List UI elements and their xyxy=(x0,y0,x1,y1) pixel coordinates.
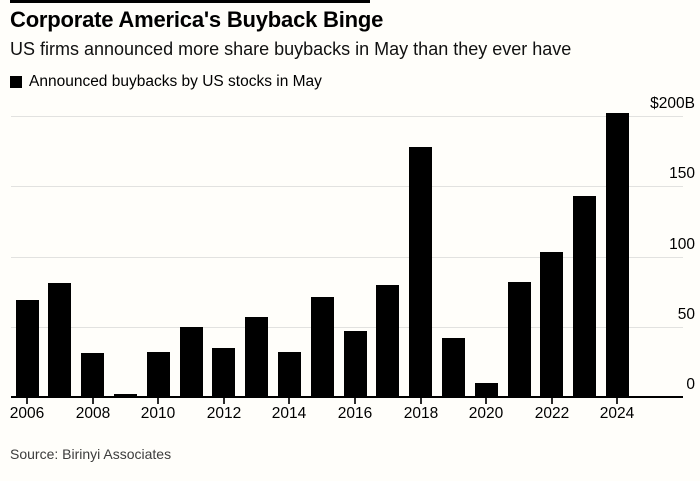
chart-subtitle: US firms announced more share buybacks i… xyxy=(10,39,572,59)
x-axis-tick-2012 xyxy=(223,398,225,404)
bar-2015 xyxy=(311,297,334,397)
bar-2007 xyxy=(48,283,71,397)
bar-2006 xyxy=(16,300,39,397)
x-axis-line xyxy=(11,396,683,398)
x-axis-tick-2024 xyxy=(616,398,618,404)
x-axis-label-2024: 2024 xyxy=(599,405,635,422)
bar-2011 xyxy=(180,327,203,397)
bar-2008 xyxy=(81,353,104,397)
y-axis-label-50: 50 xyxy=(677,306,695,323)
source-text: Source: Birinyi Associates xyxy=(10,446,172,462)
bar-2009 xyxy=(114,394,137,397)
top-rule xyxy=(10,0,370,3)
x-axis-label-2006: 2006 xyxy=(9,405,45,422)
x-axis-tick-2016 xyxy=(354,398,356,404)
x-axis-tick-2022 xyxy=(551,398,553,404)
y-axis-label-0: 0 xyxy=(686,376,695,393)
gridline-100 xyxy=(11,257,683,258)
bar-2022 xyxy=(540,252,563,397)
bar-2016 xyxy=(344,331,367,397)
x-axis-label-2014: 2014 xyxy=(271,405,307,422)
x-axis-label-2010: 2010 xyxy=(140,405,176,422)
y-axis-label-100: 100 xyxy=(669,236,695,253)
bar-2012 xyxy=(212,348,235,397)
gridline-50 xyxy=(11,327,683,328)
x-axis-tick-2018 xyxy=(420,398,422,404)
x-axis-label-2016: 2016 xyxy=(337,405,373,422)
bar-2018 xyxy=(409,147,432,397)
bar-2024 xyxy=(606,113,629,397)
x-axis-label-2022: 2022 xyxy=(534,405,570,422)
x-axis-label-2008: 2008 xyxy=(75,405,111,422)
bar-2014 xyxy=(278,352,301,397)
x-axis-label-2018: 2018 xyxy=(403,405,439,422)
bar-2023 xyxy=(573,196,596,397)
legend-label: Announced buybacks by US stocks in May xyxy=(29,73,322,90)
legend-swatch-icon xyxy=(10,76,22,88)
gridline-200 xyxy=(11,116,683,117)
gridline-150 xyxy=(11,186,683,187)
bar-2017 xyxy=(376,285,399,397)
x-axis-tick-2020 xyxy=(485,398,487,404)
bar-2010 xyxy=(147,352,170,397)
y-axis-label-200: $200B xyxy=(650,95,695,112)
x-axis-tick-2010 xyxy=(157,398,159,404)
bar-2019 xyxy=(442,338,465,397)
x-axis-label-2012: 2012 xyxy=(206,405,242,422)
bar-2013 xyxy=(245,317,268,397)
chart-title: Corporate America's Buyback Binge xyxy=(10,7,384,32)
x-axis-tick-2006 xyxy=(26,398,28,404)
legend: Announced buybacks by US stocks in May xyxy=(10,73,322,91)
x-axis-tick-2008 xyxy=(92,398,94,404)
x-axis-tick-2014 xyxy=(288,398,290,404)
bar-2020 xyxy=(475,383,498,397)
bar-2021 xyxy=(508,282,531,397)
y-axis-label-150: 150 xyxy=(669,165,695,182)
x-axis-label-2020: 2020 xyxy=(468,405,504,422)
